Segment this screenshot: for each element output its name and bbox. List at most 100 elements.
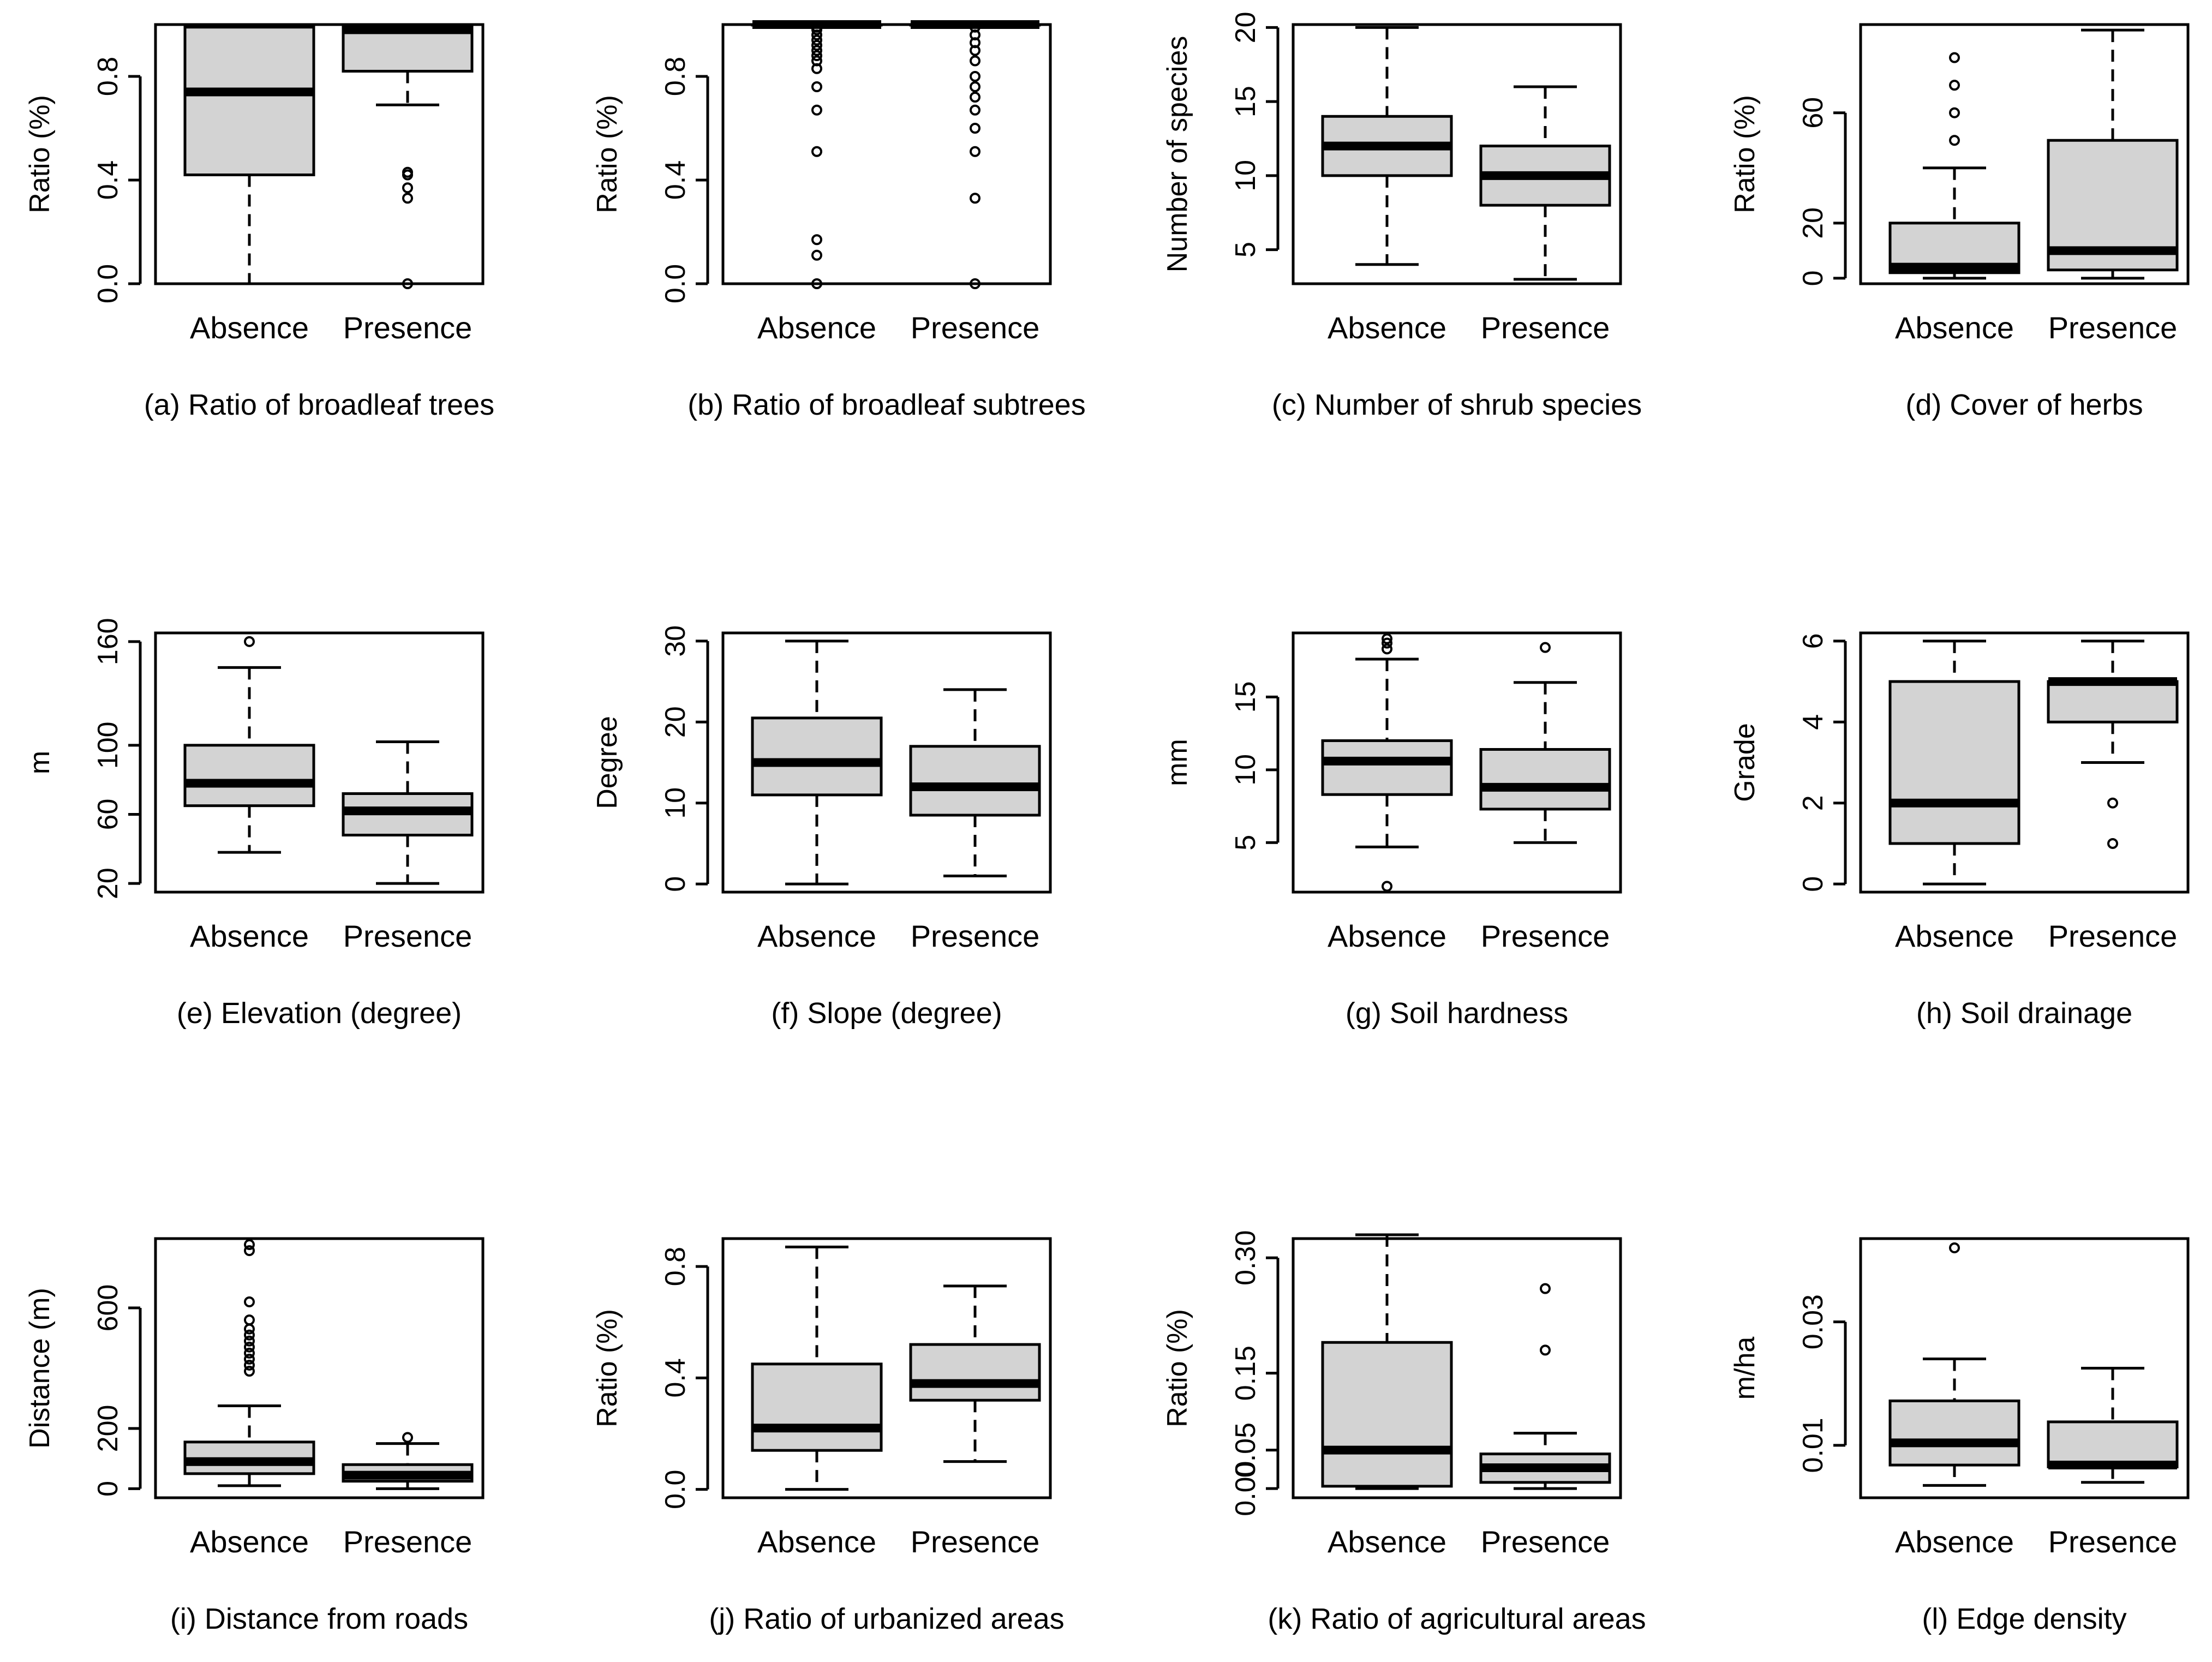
iqr-box <box>1888 1399 2020 1467</box>
x-category-label: Presence <box>911 310 1040 345</box>
panel-caption: (c) Number of shrub species <box>1272 388 1642 421</box>
y-axis-label: Ratio (%) <box>24 95 56 213</box>
x-category-label: Presence <box>343 1525 473 1559</box>
box-presence <box>342 1432 474 1490</box>
box-presence <box>1479 1283 1611 1490</box>
outlier-point <box>811 104 822 116</box>
outlier-point <box>1949 107 1960 118</box>
plot-frame <box>154 23 485 285</box>
outlier-point <box>1540 1344 1551 1356</box>
x-category-label: Presence <box>1481 919 1610 953</box>
outlier-point <box>811 278 822 289</box>
outlier-point <box>402 1432 413 1443</box>
y-tick-label: 0.30 <box>1230 1230 1262 1286</box>
y-tick-label: 0.05 <box>1230 1422 1262 1478</box>
y-tick-label: 0.0 <box>660 1470 691 1509</box>
box-presence <box>909 688 1041 877</box>
outlier-point <box>970 104 981 116</box>
y-axis-label: Ratio (%) <box>591 1309 623 1427</box>
outlier-point <box>244 1366 255 1377</box>
panel-caption: (a) Ratio of broadleaf trees <box>144 388 494 421</box>
x-category-label: Presence <box>911 919 1040 953</box>
panel-caption: (i) Distance from roads <box>170 1603 468 1635</box>
iqr-box <box>909 1343 1041 1402</box>
box-absence <box>1321 633 1453 892</box>
box-absence <box>751 20 883 289</box>
y-axis-label: m/ha <box>1729 1337 1761 1400</box>
y-tick-label: 15 <box>1230 86 1262 117</box>
y-tick-label: 5 <box>1230 242 1262 258</box>
outlier-point <box>244 1329 255 1341</box>
outlier-point <box>970 71 981 82</box>
x-category-label: Absence <box>1328 310 1446 345</box>
panel-caption: (g) Soil hardness <box>1346 997 1568 1030</box>
outlier-point <box>811 249 822 261</box>
outlier-point <box>402 182 413 194</box>
y-tick-label: 0.03 <box>1797 1294 1829 1349</box>
boxplot-panel: 0.0 0.4 0.8 Ratio (%) Absence Presence (a) Rat… <box>24 23 494 421</box>
box-presence <box>342 740 474 885</box>
x-category-label: Absence <box>757 919 876 953</box>
box-presence <box>2047 28 2179 280</box>
boxplot-panel: 0.0 0.4 0.8 Ratio (%) Absence Presence (j) Rat… <box>591 1237 1065 1635</box>
box-absence <box>1888 639 2020 886</box>
y-axis-label: Distance (m) <box>24 1288 56 1449</box>
iqr-box <box>1321 739 1453 796</box>
iqr-box <box>2047 1420 2179 1468</box>
outlier-point <box>970 92 981 103</box>
panel-caption: (l) Edge density <box>1922 1603 2126 1635</box>
y-tick-label: 15 <box>1230 681 1262 713</box>
box-absence <box>183 636 315 854</box>
y-tick-label: 200 <box>92 1405 124 1452</box>
y-axis-label: Ratio (%) <box>1162 1309 1193 1427</box>
outlier-point <box>244 1353 255 1365</box>
outlier-point <box>970 21 981 33</box>
y-tick-label: 20 <box>92 868 124 899</box>
plot-frame <box>721 1237 1052 1499</box>
box-absence <box>751 1245 883 1491</box>
iqr-box <box>909 745 1041 817</box>
y-tick-label: 0 <box>1797 876 1829 892</box>
outlier-point <box>1949 1242 1960 1253</box>
y-tick-label: 0 <box>1797 270 1829 286</box>
outlier-point <box>244 1314 255 1326</box>
box-absence <box>1321 1233 1453 1490</box>
outlier-point <box>2107 797 2118 809</box>
x-category-label: Absence <box>1328 919 1446 953</box>
outlier-point <box>970 146 981 157</box>
y-tick-label: 0.4 <box>92 160 124 200</box>
y-tick-label: 5 <box>1230 835 1262 851</box>
y-tick-label: 6 <box>1797 633 1829 649</box>
outlier-point <box>244 1296 255 1307</box>
y-tick-label: 100 <box>92 721 124 769</box>
outlier-point <box>1949 80 1960 91</box>
y-axis-label: Grade <box>1729 723 1761 802</box>
outlier-point <box>811 50 822 61</box>
outlier-point <box>1949 135 1960 146</box>
box-presence <box>342 25 474 289</box>
iqr-box <box>2047 680 2179 724</box>
outlier-point <box>811 146 822 157</box>
plot-frame <box>1859 1237 2190 1499</box>
y-tick-label: 20 <box>1230 12 1262 44</box>
x-category-label: Presence <box>1481 310 1610 345</box>
box-presence <box>1479 85 1611 281</box>
y-tick-label: 0.00 <box>1230 1461 1262 1516</box>
y-axis-label: Degree <box>591 716 623 809</box>
y-tick-label: 4 <box>1797 714 1829 730</box>
plot-frame <box>1292 1237 1622 1499</box>
y-tick-label: 20 <box>660 706 691 738</box>
x-category-label: Absence <box>1895 310 2014 345</box>
y-axis-label: Ratio (%) <box>591 95 623 213</box>
outlier-point <box>244 1335 255 1347</box>
outlier-point <box>402 166 413 178</box>
box-absence <box>183 26 315 285</box>
outlier-point <box>1540 642 1551 653</box>
boxplot-panel: 0 200 600 Distance (m) Absence Presence (i) Di… <box>24 1237 485 1635</box>
y-tick-label: 0.01 <box>1797 1418 1829 1473</box>
panel-caption: (h) Soil drainage <box>1916 997 2132 1030</box>
panel-caption: (e) Elevation (degree) <box>177 997 462 1030</box>
boxplot-panel: 20 60 100 160 m Absence Presence (e) Elevation … <box>24 618 485 1030</box>
iqr-box <box>183 26 315 176</box>
